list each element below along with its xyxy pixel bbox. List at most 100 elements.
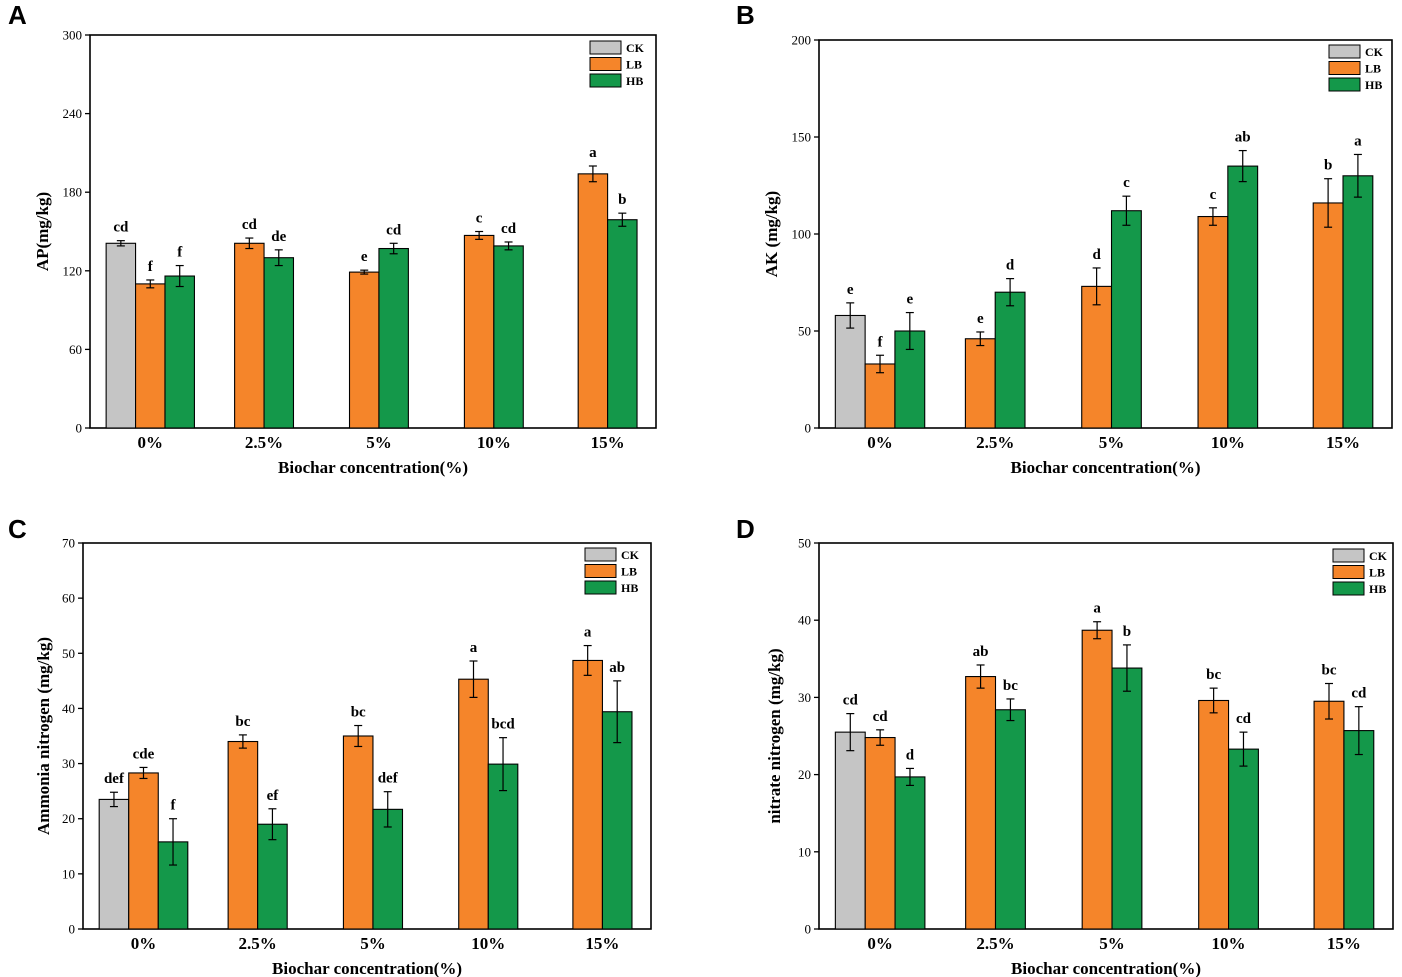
x-tick-label: 10% [477, 433, 511, 452]
x-tick-label: 0% [138, 433, 164, 452]
significance-label: f [148, 259, 154, 275]
significance-label: c [1210, 187, 1217, 203]
x-tick-label: 15% [585, 934, 619, 953]
significance-label: f [878, 334, 884, 350]
legend: CK LB HB [1328, 44, 1384, 92]
bar-ck-0 [98, 798, 130, 930]
significance-label: d [1092, 247, 1101, 263]
panel-letter: A [8, 0, 27, 30]
x-tick-label: 2.5% [245, 433, 283, 452]
x-tick-label: 15% [591, 433, 625, 452]
bar-lb-4 [572, 659, 603, 930]
y-axis-title: Ammonia nitrogen (mg/kg) [34, 637, 53, 835]
y-tick-label: 240 [63, 106, 83, 121]
x-tick-label: 10% [1212, 934, 1246, 953]
y-tick-label: 10 [62, 866, 75, 881]
significance-label: ab [609, 660, 625, 676]
y-tick-label: 180 [63, 185, 83, 200]
significance-label: d [906, 747, 915, 763]
significance-label: cd [873, 709, 889, 725]
y-tick-label: 120 [63, 263, 83, 278]
bar-hb-2 [1110, 210, 1142, 429]
y-tick-label: 300 [63, 28, 83, 43]
y-tick-label: 0 [805, 421, 812, 436]
significance-label: cd [501, 221, 517, 237]
significance-label: cd [386, 222, 402, 238]
x-tick-label: 2.5% [239, 934, 277, 953]
legend-label-hb: HB [1369, 582, 1386, 596]
bar-hb-1 [263, 257, 295, 429]
significance-label: c [476, 211, 483, 227]
x-axis-title: Biochar concentration(%) [1011, 959, 1201, 977]
significance-label: e [361, 249, 368, 265]
legend-label-hb: HB [1365, 78, 1382, 92]
bar-lb-2 [342, 735, 374, 930]
bar-lb-0 [128, 772, 159, 930]
significance-label: a [589, 145, 597, 161]
panel-d: D01020304050cdcdd0%abbc2.5%ab5%bccd10%bc… [736, 514, 1394, 977]
legend-swatch-lb [1328, 61, 1361, 75]
legend-swatch-ck [1328, 44, 1361, 59]
bar-ck-0 [834, 731, 866, 930]
significance-label: e [847, 282, 854, 298]
bar-hb-0 [164, 275, 195, 429]
panel-letter: C [8, 514, 27, 544]
x-tick-label: 15% [1327, 934, 1361, 953]
significance-label: e [906, 292, 913, 308]
bar-lb-1 [964, 338, 996, 429]
y-tick-label: 60 [62, 591, 75, 606]
significance-label: bcd [491, 717, 515, 733]
significance-label: bc [1321, 663, 1336, 679]
x-tick-label: 5% [360, 934, 386, 953]
y-tick-label: 100 [792, 227, 812, 242]
bar-lb-1 [227, 740, 259, 930]
legend-swatch-hb [584, 580, 617, 595]
significance-label: def [378, 771, 399, 787]
significance-label: e [977, 311, 984, 327]
significance-label: cd [843, 693, 859, 709]
x-tick-label: 5% [1099, 934, 1125, 953]
x-tick-label: 2.5% [976, 934, 1014, 953]
y-tick-label: 10 [798, 844, 811, 859]
bar-ck-0 [834, 314, 866, 429]
significance-label: a [1093, 601, 1101, 617]
legend-swatch-ck [589, 40, 622, 55]
y-tick-label: 30 [62, 756, 75, 771]
x-tick-label: 10% [471, 934, 505, 953]
legend-swatch-hb [1328, 77, 1361, 92]
x-axis-title: Biochar concentration(%) [1011, 458, 1201, 477]
bar-lb-3 [458, 678, 489, 930]
legend-label-ck: CK [626, 41, 645, 55]
significance-label: a [470, 640, 478, 656]
bar-lb-3 [1198, 699, 1230, 930]
panel-letter: D [736, 514, 755, 544]
significance-label: ab [973, 644, 989, 660]
bar-lb-1 [965, 676, 997, 930]
legend-label-lb: LB [1369, 566, 1385, 580]
x-tick-label: 2.5% [976, 433, 1014, 452]
legend: CK LB HB [1332, 548, 1388, 596]
y-tick-label: 70 [62, 536, 75, 551]
legend: CK LB HB [589, 40, 645, 88]
bar-hb-3 [493, 245, 524, 429]
bar-lb-1 [234, 242, 265, 429]
y-tick-label: 150 [792, 130, 812, 145]
x-tick-label: 5% [1099, 433, 1125, 452]
y-tick-label: 40 [62, 701, 75, 716]
significance-label: cd [113, 220, 129, 236]
significance-label: a [584, 625, 592, 641]
bar-hb-4 [601, 711, 633, 930]
significance-label: ab [1235, 130, 1251, 146]
legend-label-hb: HB [621, 581, 638, 595]
y-tick-label: 0 [805, 922, 812, 937]
significance-label: cd [242, 217, 258, 233]
bar-hb-4 [1343, 730, 1375, 930]
legend-swatch-lb [584, 564, 617, 578]
panel-letter: B [736, 0, 755, 30]
bar-hb-0 [894, 776, 926, 930]
bar-hb-1 [994, 291, 1026, 429]
bar-lb-2 [1081, 629, 1113, 930]
y-tick-label: 60 [69, 342, 82, 357]
y-tick-label: 40 [798, 613, 811, 628]
